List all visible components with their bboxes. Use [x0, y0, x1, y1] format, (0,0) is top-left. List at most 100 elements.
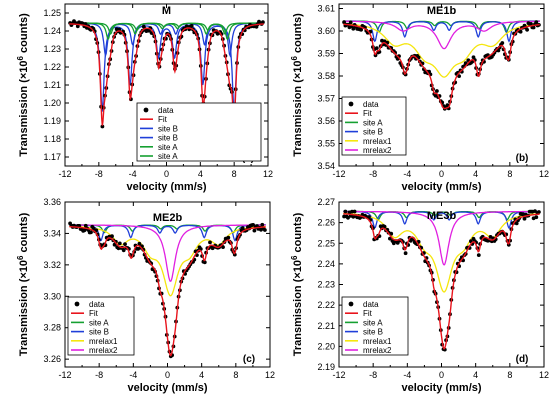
panel-label: (c)	[243, 354, 255, 365]
data-point	[117, 241, 122, 246]
data-point	[529, 22, 533, 26]
y-tick-label: 3.56	[317, 116, 335, 126]
legend-entry: site B	[158, 134, 178, 143]
data-point	[343, 209, 348, 214]
x-tick-label: 8	[233, 370, 238, 380]
data-point	[221, 245, 225, 250]
legend-entry: site A	[363, 118, 383, 127]
data-point	[359, 27, 363, 32]
data-point	[522, 216, 527, 221]
y-tick-label: 3.30	[43, 291, 61, 301]
plot-area	[342, 209, 541, 352]
series-fit-curve	[69, 225, 266, 357]
chart-panel-2: -12 -8 -4 0 4 8 12 3.54 3.55 3.56 3.57 3.58 3.59 3.60…	[290, 3, 549, 193]
x-tick-label: 8	[507, 370, 512, 380]
legend-entry: mrelax1	[363, 337, 392, 346]
series-fit-curve	[69, 23, 264, 126]
y-tick-label: 3.60	[317, 26, 335, 36]
data-point	[346, 215, 350, 220]
x-tick-label: -12	[332, 370, 345, 380]
x-tick-label: 12	[539, 169, 549, 179]
x-tick-label: 4	[473, 370, 478, 380]
data-point	[75, 24, 80, 29]
legend-entry: site B	[158, 124, 178, 133]
legend-entry: mrelax2	[363, 146, 392, 155]
legend-entry: data	[363, 100, 379, 109]
legend-marker-data	[74, 301, 80, 307]
x-tick-label: 8	[507, 169, 512, 179]
x-tick-label: -8	[369, 370, 377, 380]
panel-label: (b)	[516, 153, 529, 164]
data-point	[351, 26, 356, 31]
series-mrelax1-curve	[343, 22, 540, 78]
data-point	[352, 209, 357, 214]
series-mrelax2-curve	[69, 224, 266, 282]
y-tick-label: 2.22	[317, 300, 335, 310]
legend-entry: Fit	[363, 309, 373, 318]
legend-entry: site B	[363, 328, 383, 337]
x-tick-label: 4	[198, 169, 203, 179]
data-point	[112, 242, 117, 247]
x-tick-label: 12	[265, 370, 275, 380]
legend-box	[136, 102, 262, 162]
panel-title: ME3b	[427, 210, 457, 222]
legend-box	[341, 96, 407, 156]
x-tick-label: -12	[332, 169, 345, 179]
y-tick-label: 3.54	[317, 161, 335, 171]
y-axis-label-main: Transmission (×10	[292, 260, 304, 356]
data-point	[100, 124, 105, 129]
y-tick-label: 1.25	[43, 8, 61, 18]
panel-title: ME1b	[427, 5, 457, 17]
legend-marker-data	[348, 101, 354, 107]
x-tick-label: 0	[164, 169, 169, 179]
legend-entry: site A	[363, 318, 383, 327]
data-point	[476, 253, 481, 257]
series-fit-curve	[343, 213, 540, 350]
y-tick-label: 2.20	[317, 341, 335, 351]
data-point	[261, 20, 265, 25]
x-tick-label: 0	[165, 370, 170, 380]
x-axis-label: velocity (mm/s)	[401, 181, 481, 193]
y-tick-label: 2.21	[317, 321, 335, 331]
series-site-b-curve	[69, 22, 264, 112]
legend-marker-data	[348, 301, 354, 307]
legend-entry: mrelax1	[89, 337, 118, 346]
x-tick-label: -8	[95, 169, 103, 179]
data-point	[263, 228, 267, 232]
data-point	[388, 236, 392, 241]
y-tick-label: 1.17	[43, 152, 61, 162]
y-tick-label: 1.19	[43, 116, 61, 126]
y-axis-label-sup: 6	[290, 255, 299, 260]
x-tick-label: 0	[439, 370, 444, 380]
data-point	[374, 46, 379, 50]
data-point	[403, 251, 408, 256]
x-tick-label: -4	[403, 169, 411, 179]
data-point	[137, 241, 142, 246]
series-site-a-curve	[69, 22, 264, 35]
data-point	[445, 103, 450, 107]
panel-title: M	[162, 5, 171, 17]
x-axis-label: velocity (mm/s)	[126, 181, 206, 193]
data-point	[121, 248, 126, 253]
legend-entry: mrelax2	[89, 346, 118, 355]
legend-box	[341, 296, 409, 356]
data-point	[435, 89, 439, 93]
data-point	[89, 230, 93, 235]
y-tick-label: 3.28	[43, 323, 61, 333]
legend-entry: site A	[89, 318, 109, 327]
data-point	[496, 48, 501, 53]
y-tick-label: 1.24	[43, 26, 61, 36]
y-tick-label: 2.23	[317, 280, 335, 290]
y-tick-label: 2.25	[317, 238, 335, 248]
y-tick-label: 2.26	[317, 218, 335, 228]
x-tick-label: 8	[232, 169, 237, 179]
data-point	[382, 224, 387, 229]
series-mrelax1-curve	[343, 212, 540, 293]
data-point	[252, 228, 257, 233]
x-axis-label: velocity (mm/s)	[401, 382, 481, 394]
y-axis-label: Transmission (×106 counts)	[290, 13, 304, 157]
y-tick-label: 2.19	[317, 362, 335, 372]
data-point	[534, 215, 539, 220]
y-axis-label: Transmission (×106 counts)	[16, 212, 30, 356]
